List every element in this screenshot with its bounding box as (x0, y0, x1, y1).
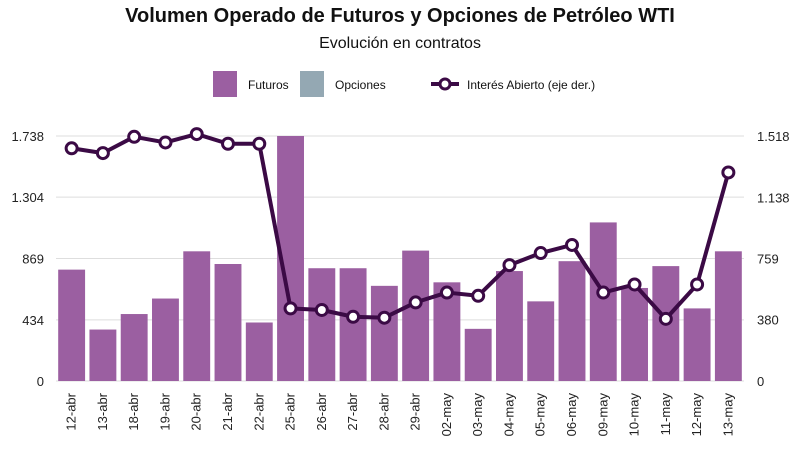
point-interes-abierto (283, 301, 298, 316)
x-tick-label: 11-may (658, 393, 673, 436)
bar-futuros (558, 261, 586, 381)
point-interes-abierto (721, 165, 736, 180)
y-right-tick-label: 759 (757, 252, 779, 267)
x-tick-label: 09-may (595, 393, 610, 437)
point-interes-abierto (690, 277, 705, 292)
point-interes-abierto (95, 146, 110, 161)
line-interes-abierto (71, 132, 731, 321)
x-tick-label: 03-may (470, 393, 485, 437)
bar-futuros (308, 268, 336, 381)
bar-futuros (714, 251, 742, 381)
x-tick-label: 13-abr (95, 392, 110, 430)
point-interes-abierto (377, 310, 392, 325)
y-left-tick-label: 1.304 (11, 190, 44, 205)
bar-futuros (245, 322, 273, 381)
bar-futuros (496, 271, 523, 381)
y-left-tick-label: 434 (22, 313, 44, 328)
bar-futuros (464, 328, 492, 381)
x-tick-label: 29-abr (408, 392, 423, 430)
point-interes-abierto (533, 246, 548, 261)
x-tick-label: 20-abr (189, 392, 204, 430)
bar-futuros (402, 250, 430, 381)
point-interes-abierto (627, 277, 642, 292)
bar-futuros (339, 268, 367, 381)
point-interes-abierto (221, 136, 235, 151)
legend-label-opciones: Opciones (335, 78, 386, 92)
y-right-tick-label: 380 (757, 313, 779, 328)
x-tick-label: 28-abr (376, 392, 391, 430)
y-right-tick-label: 1.518 (757, 129, 790, 144)
legend-swatch-interes-marker (438, 77, 452, 91)
chart-subtitle: Evolución en contratos (319, 35, 481, 52)
x-tick-label: 12-abr (64, 392, 79, 430)
x-tick-label: 13-may (720, 393, 735, 437)
point-interes-abierto (127, 129, 142, 144)
x-tick-label: 10-may (627, 393, 642, 437)
y-right-tick-label: 0 (757, 374, 764, 389)
x-tick-label: 22-abr (251, 392, 266, 430)
y-right-tick-label: 1.138 (757, 190, 790, 205)
bar-futuros (589, 222, 617, 381)
x-tick-label: 26-abr (314, 392, 329, 430)
x-tick-label: 25-abr (283, 392, 298, 430)
bar-futuros (370, 285, 398, 381)
point-interes-abierto (408, 295, 423, 310)
y-left-tick-label: 869 (22, 252, 44, 267)
point-interes-abierto (658, 311, 673, 326)
legend-swatch-opciones (300, 71, 324, 97)
y-left-tick-label: 1.738 (11, 129, 44, 144)
legend-label-futuros: Futuros (248, 78, 289, 92)
point-interes-abierto (158, 135, 173, 150)
point-interes-abierto (189, 127, 204, 142)
point-interes-abierto (314, 302, 329, 317)
point-interes-abierto (346, 309, 361, 324)
bar-futuros (152, 298, 179, 381)
legend-swatch-futuros (213, 71, 237, 97)
bar-futuros (120, 314, 148, 381)
x-tick-label: 27-abr (345, 392, 360, 430)
x-tick-label: 02-may (439, 393, 454, 437)
x-tick-label: 21-abr (220, 392, 235, 430)
point-interes-abierto (252, 136, 267, 151)
point-interes-abierto (596, 285, 611, 300)
bar-futuros (183, 251, 211, 381)
point-interes-abierto (471, 288, 486, 303)
x-tick-label: 12-may (689, 393, 704, 437)
bar-futuros (89, 329, 117, 381)
y-left-tick-label: 0 (37, 374, 44, 389)
x-tick-label: 06-may (564, 393, 579, 437)
bar-futuros (683, 308, 711, 381)
x-tick-label: 05-may (533, 393, 548, 437)
legend-label-interes: Interés Abierto (eje der.) (467, 78, 595, 92)
x-tick-label: 19-abr (157, 392, 172, 430)
point-interes-abierto (502, 258, 517, 273)
bar-futuros (527, 301, 555, 381)
bar-futuros (621, 287, 648, 381)
point-interes-abierto (439, 285, 454, 300)
point-interes-abierto (64, 141, 79, 156)
x-tick-label: 04-may (501, 393, 516, 437)
point-interes-abierto (565, 237, 579, 252)
chart-title: Volumen Operado de Futuros y Opciones de… (125, 5, 675, 27)
x-tick-label: 18-abr (126, 392, 141, 430)
bar-futuros (58, 269, 86, 381)
bar-futuros (214, 263, 242, 381)
